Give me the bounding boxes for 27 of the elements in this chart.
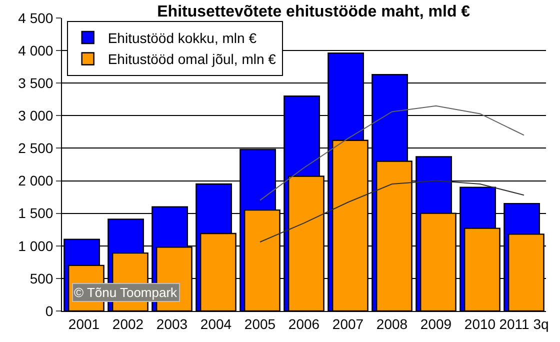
y-tick-label: 500 — [30, 270, 54, 286]
y-tick-label: 3 500 — [18, 75, 54, 92]
x-tick-label: 2003 — [156, 316, 188, 332]
y-tick-label: 0 — [45, 302, 54, 319]
x-tick-label: 2011 3q — [499, 316, 549, 332]
x-tick-label: 2007 — [332, 316, 364, 332]
x-tick-label: 2001 — [68, 316, 100, 332]
line-series — [260, 105, 524, 201]
y-tick-label: 1 000 — [18, 238, 54, 254]
y-tick-label: 4 500 — [18, 10, 54, 26]
y-tick-label: 1 500 — [18, 205, 54, 222]
x-tick-label: 2004 — [200, 316, 232, 332]
y-tick-label: 4 000 — [18, 42, 54, 58]
y-tick-label: 2 500 — [18, 140, 54, 156]
line-series — [260, 180, 524, 242]
legend-label: Ehitustööd omal jõul, mln € — [108, 51, 276, 68]
legend-label: Ehitustööd kokku, mln € — [108, 30, 257, 46]
annotation: © Tõnu Toompark — [74, 285, 178, 300]
y-tick-label: 2 000 — [18, 172, 54, 189]
x-tick-label: 2006 — [288, 316, 320, 332]
x-tick-label: 2005 — [244, 316, 276, 332]
chart-title: Ehitusettevõtete ehitustööde maht, mld € — [157, 3, 470, 20]
x-tick-label: 2008 — [376, 316, 408, 332]
x-tick-label: 2010 — [464, 316, 496, 332]
y-tick-label: 3 000 — [18, 108, 54, 124]
x-tick-label: 2002 — [112, 316, 144, 332]
x-tick-label: 2009 — [420, 316, 452, 332]
